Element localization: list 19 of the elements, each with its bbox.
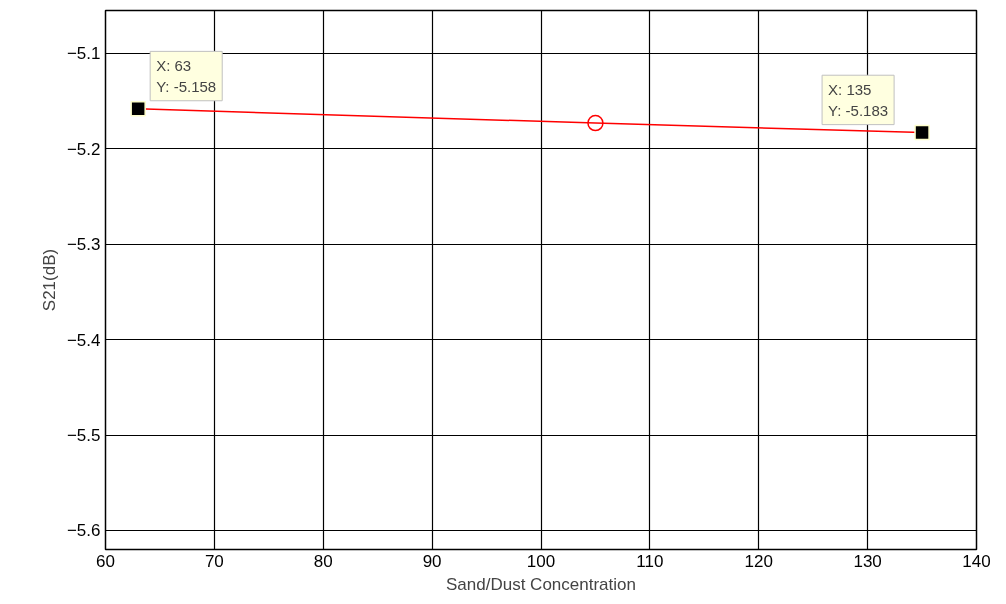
x-tick-label: 90 [422,551,442,571]
x-tick-label: 110 [636,551,664,571]
x-tick-label: 100 [526,551,556,571]
y-axis-title: S21(dB) [39,248,59,312]
y-tick-label: −5.2 [66,139,101,159]
y-tick-label: −5.3 [66,235,101,255]
x-tick-label: 60 [96,551,115,571]
x-tick-label: 120 [744,551,773,571]
annotation: X: 135 Y: -5.183 [828,81,889,119]
y-tick-label: −5.5 [66,426,101,446]
x-tick-label: 80 [313,551,333,571]
x-tick-label: 70 [204,551,224,571]
x-tick-label: 140 [962,551,991,571]
x-tick-label: 130 [853,551,882,571]
y-tick-label: −5.6 [66,521,101,541]
x-axis-title: Sand/Dust Concentration [446,574,636,594]
y-tick-label: −5.1 [66,44,101,64]
annotation: X: 63 Y: -5.158 [156,57,217,95]
y-tick-label: −5.4 [66,330,101,350]
